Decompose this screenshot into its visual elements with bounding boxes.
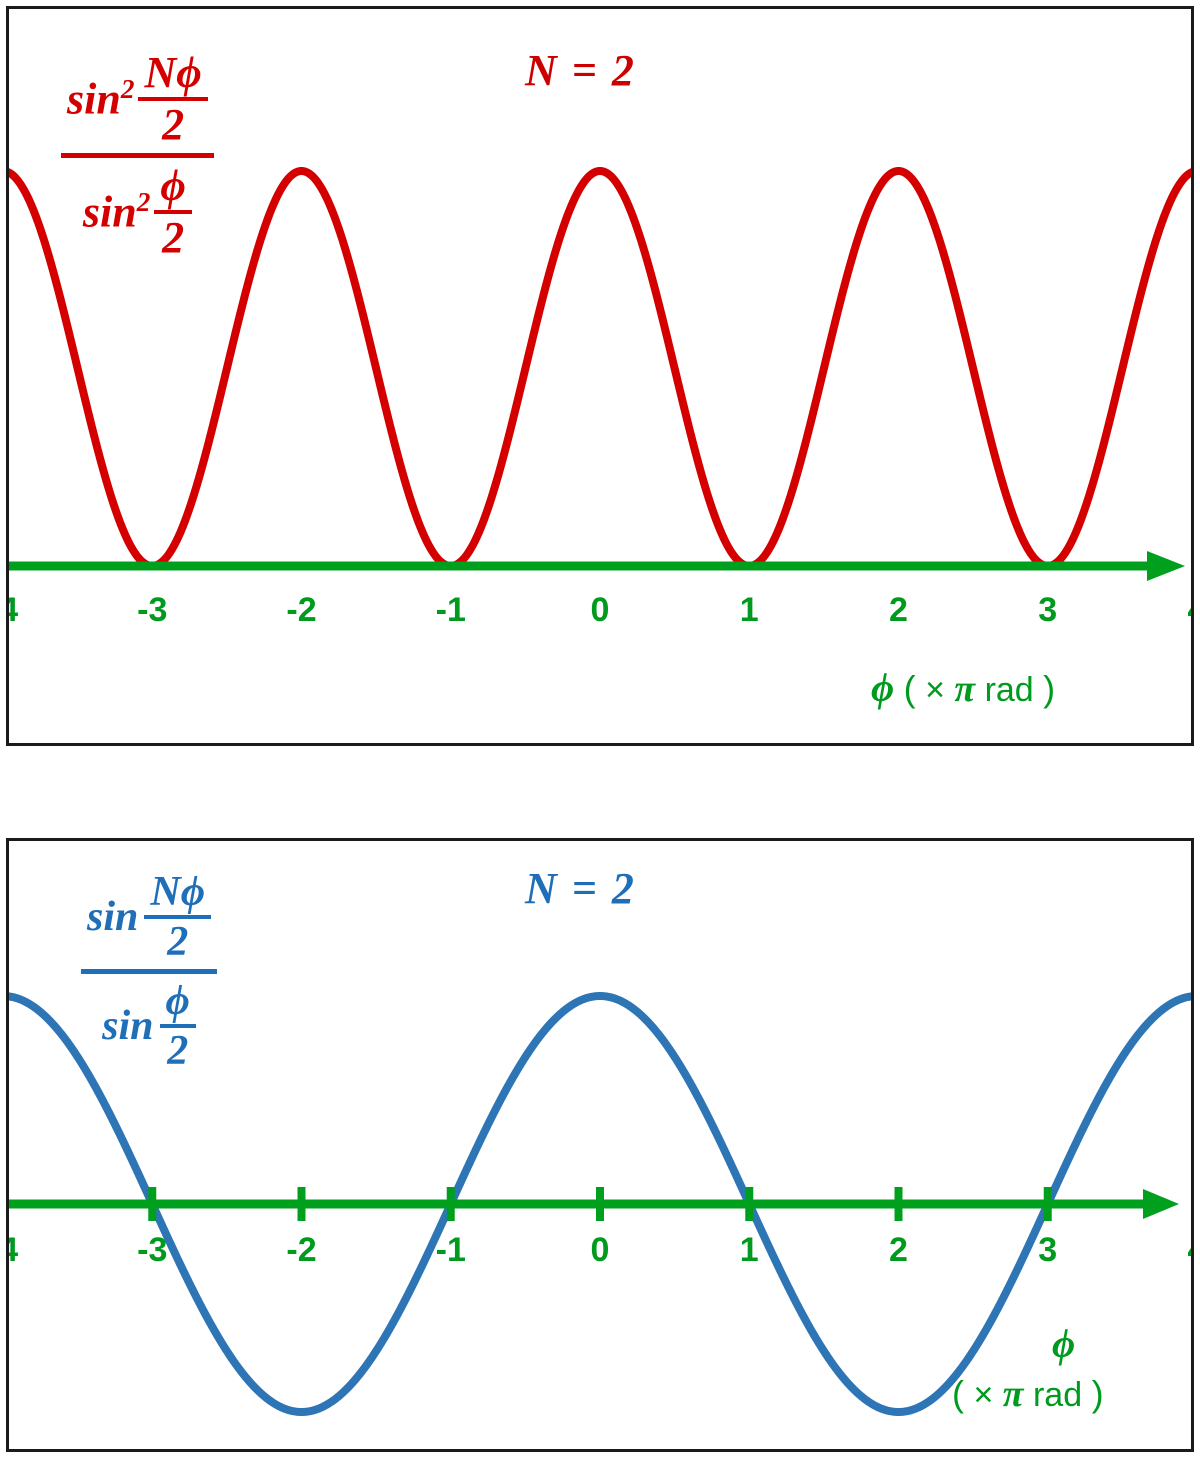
- bottom-axis-phi-symbol: ϕ: [1052, 1321, 1076, 1366]
- formula-top-num-fn: sin: [67, 74, 121, 124]
- formula-bottom-den-fn: sin: [102, 1003, 154, 1049]
- formula-top-den-arg-den: 2: [162, 213, 185, 262]
- formula-top-num-arg-num: Nϕ: [138, 51, 208, 101]
- formula-bottom-den-arg-num: ϕ: [159, 980, 196, 1028]
- top-axis-paren-open: (: [903, 668, 916, 709]
- formula-bottom-num-arg-num: Nϕ: [144, 871, 212, 919]
- bottom-tick-label-2: 2: [889, 1231, 908, 1269]
- top-tick-label-1: 1: [739, 591, 759, 629]
- top-tick-label-3: 3: [1038, 591, 1058, 629]
- bottom-axis-caption-line1: ϕ: [1052, 1320, 1075, 1367]
- formula-top-den-arg-num: ϕ: [154, 164, 192, 214]
- formula-bottom-num-fn: sin: [87, 894, 139, 940]
- formula-top-num-exp: 2: [120, 74, 135, 105]
- top-x-axis-arrowhead-icon: [1147, 551, 1185, 581]
- bottom-axis-pi-symbol: π: [1002, 1373, 1024, 1415]
- top-axis-caption: ϕ ( × π rad ): [871, 664, 1055, 711]
- bottom-tick-label-3: 3: [1038, 1231, 1058, 1269]
- formula-bottom-den-arg-den: 2: [167, 1028, 189, 1074]
- bottom-tick-label-neg4: -4: [9, 1231, 18, 1270]
- bottom-axis-paren-close: ): [1091, 1373, 1104, 1414]
- bottom-tick-label-0: 0: [590, 1231, 610, 1269]
- bottom-plot-canvas: [9, 992, 1191, 1416]
- bottom-axis-caption-line2: ( × π rad ): [952, 1372, 1104, 1416]
- top-axis-phi-symbol: ϕ: [871, 665, 895, 710]
- formula-bottom-num-arg-den: 2: [167, 919, 189, 965]
- bottom-tick-label-4: 4: [1188, 1231, 1191, 1270]
- formula-top-num-arg-den: 2: [162, 100, 185, 149]
- panel-bottom-amplitude: sin Nϕ 2 sin ϕ 2 N = 2 -4 -3 -2 -1 0 1 2 3 4: [6, 838, 1194, 1452]
- top-axis-paren-close: ): [1043, 668, 1056, 709]
- bottom-axis-rad-text: rad: [1032, 1376, 1083, 1414]
- top-curve-intensity: [9, 167, 1191, 570]
- title-top-n-value: N = 2: [525, 46, 636, 95]
- panel-top-intensity: sin2 Nϕ 2 sin2 ϕ 2 N = 2 -4-3-2-101234 ϕ…: [6, 6, 1194, 746]
- bottom-tick-label-neg1: -1: [435, 1231, 466, 1269]
- bottom-tick-label-neg2: -2: [286, 1231, 317, 1269]
- formula-bottom: sin Nϕ 2 sin ϕ 2: [81, 871, 218, 1074]
- formula-top-den-exp: 2: [136, 187, 151, 218]
- top-tick-label-neg3: -3: [137, 591, 168, 629]
- top-axis-times-icon: ×: [925, 671, 945, 709]
- bottom-axis-paren-open: (: [952, 1373, 964, 1414]
- top-tick-label-neg1: -1: [435, 591, 466, 629]
- top-plot-canvas: [9, 167, 1191, 581]
- top-tick-label-4: 4: [1188, 591, 1191, 630]
- top-axis-rad-text: rad: [984, 671, 1034, 709]
- top-tick-label-neg4: -4: [9, 591, 18, 630]
- bottom-x-axis-arrowhead-icon: [1143, 1189, 1179, 1219]
- top-tick-label-2: 2: [889, 591, 908, 629]
- top-tick-label-0: 0: [590, 591, 610, 629]
- title-bottom-n-value: N = 2: [525, 864, 636, 913]
- top-tick-label-neg2: -2: [286, 591, 317, 629]
- bottom-curve-amplitude: [9, 992, 1191, 1416]
- bottom-tick-label-neg3: -3: [137, 1231, 168, 1269]
- bottom-axis-times-icon: ×: [973, 1376, 994, 1414]
- formula-top: sin2 Nϕ 2 sin2 ϕ 2: [61, 51, 214, 260]
- bottom-tick-label-1: 1: [739, 1231, 759, 1269]
- top-axis-pi-symbol: π: [954, 668, 976, 710]
- formula-top-den-fn: sin: [82, 187, 137, 237]
